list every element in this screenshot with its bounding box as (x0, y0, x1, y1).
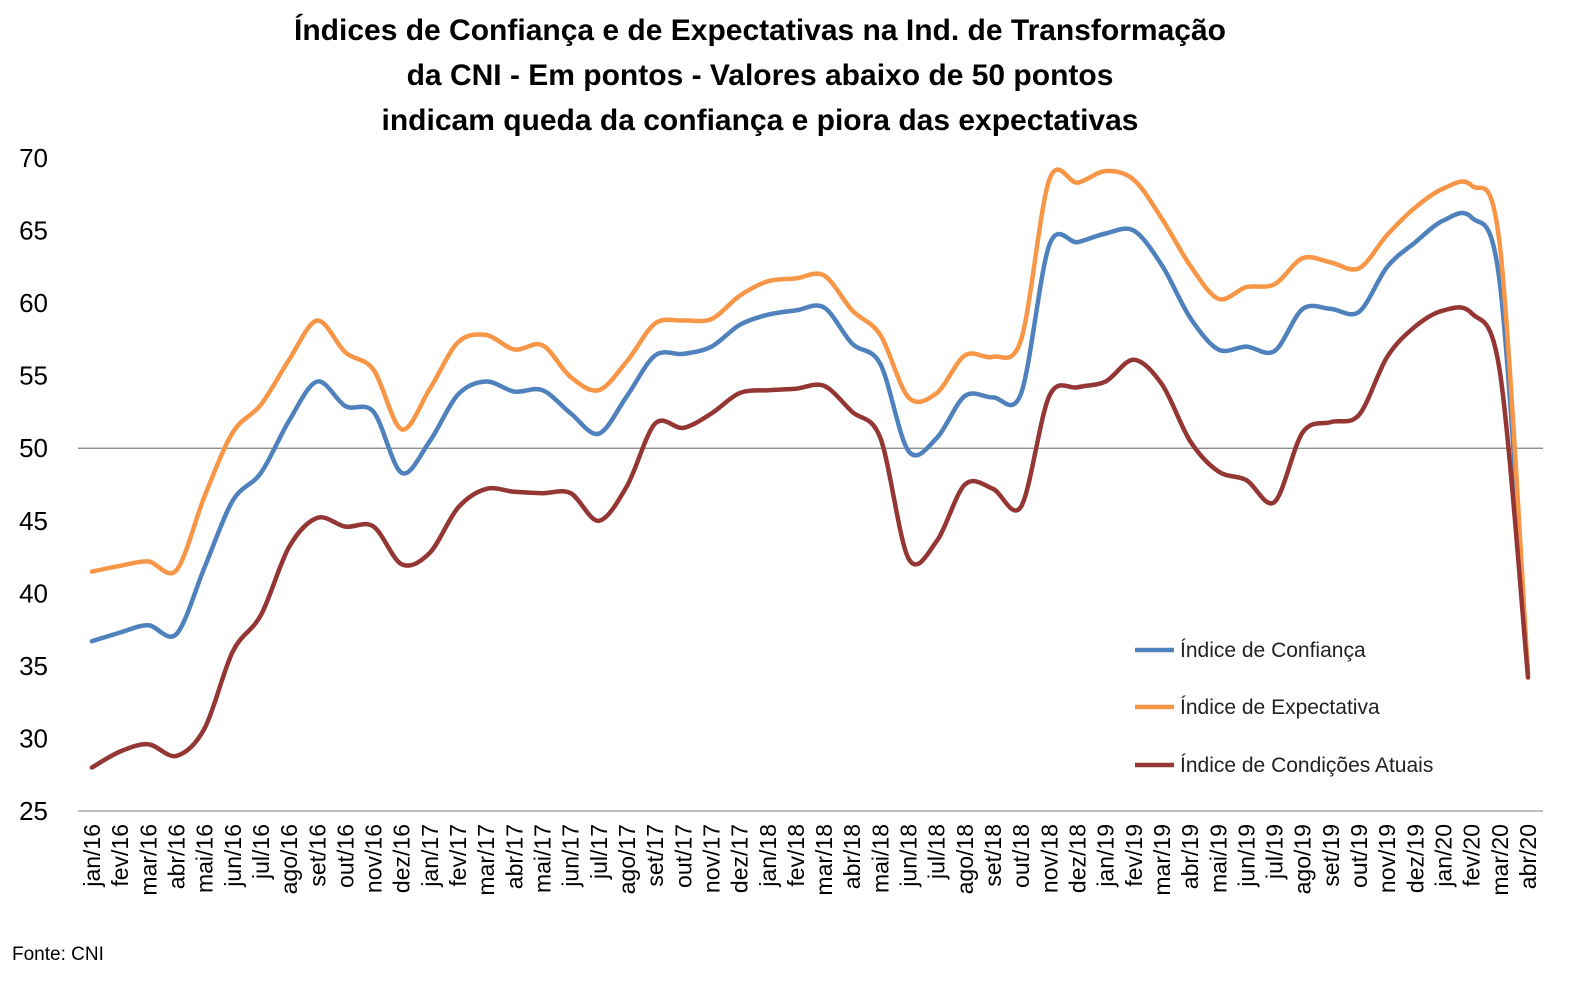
x-tick-label: dez/18 (1064, 824, 1090, 893)
x-tick-label: mar/20 (1487, 824, 1513, 896)
x-tick-label: fev/17 (445, 824, 471, 887)
x-tick-label: jul/19 (1262, 824, 1288, 880)
x-tick-label: jul/18 (924, 824, 950, 880)
x-tick-label: abr/18 (839, 824, 865, 889)
x-tick-label: abr/17 (501, 824, 527, 889)
x-tick-label: mai/18 (867, 824, 893, 893)
x-tick-label: ago/19 (1290, 824, 1316, 894)
series-line (89, 167, 1531, 676)
series-line (89, 210, 1531, 676)
x-tick-label: mar/17 (473, 824, 499, 896)
x-tick-label: dez/17 (727, 824, 753, 893)
y-tick-label: 40 (19, 578, 48, 608)
legend-label: Índice de Condições Atuais (1180, 754, 1433, 777)
x-tick-label: fev/20 (1459, 824, 1485, 887)
series-1 (89, 210, 1531, 676)
x-tick-label: fev/18 (783, 824, 809, 887)
series-lines (89, 167, 1531, 770)
x-tick-label: jan/20 (1431, 824, 1457, 888)
chart-title-line-1: Índices de Confiança e de Expectativas n… (294, 13, 1226, 47)
y-axis: 70 65 60 55 50 45 40 35 30 25 (19, 143, 48, 826)
x-tick-label: dez/16 (389, 824, 415, 893)
x-tick-label: mai/16 (192, 824, 218, 893)
x-tick-label: jan/19 (1093, 824, 1119, 888)
x-axis: jan/16 fev/16 mar/16 abr/16 mai/16 jun/16 jul/… (79, 824, 1541, 896)
y-tick-label: 70 (19, 143, 48, 173)
legend-item: Índice de Condições Atuais (1135, 754, 1433, 777)
source-note: Fonte: CNI (12, 944, 104, 965)
x-tick-label: fev/19 (1121, 824, 1147, 887)
x-tick-label: abr/16 (163, 824, 189, 889)
x-tick-label: jun/17 (558, 824, 584, 888)
y-tick-label: 65 (19, 216, 48, 246)
x-tick-label: jun/18 (896, 824, 922, 888)
legend-item: Índice de Expectativa (1135, 696, 1380, 719)
legend-item: Índice de Confiança (1135, 639, 1366, 662)
x-tick-label: mar/19 (1149, 824, 1175, 896)
x-tick-label: out/16 (332, 824, 358, 888)
y-tick-label: 35 (19, 651, 48, 681)
series-3 (89, 305, 1531, 770)
x-tick-label: mar/16 (135, 824, 161, 896)
y-tick-label: 30 (19, 723, 48, 753)
x-tick-label: nov/18 (1036, 824, 1062, 893)
x-tick-label: nov/17 (698, 824, 724, 893)
x-tick-label: jul/16 (248, 824, 274, 880)
y-tick-label: 45 (19, 506, 48, 536)
x-tick-label: nov/19 (1374, 824, 1400, 893)
y-tick-label: 25 (19, 796, 48, 826)
chart-title-line-2: da CNI - Em pontos - Valores abaixo de 5… (407, 59, 1114, 92)
x-tick-label: nov/16 (361, 824, 387, 893)
x-tick-label: abr/19 (1177, 824, 1203, 889)
y-tick-label: 60 (19, 288, 48, 318)
x-tick-label: jan/16 (79, 824, 105, 888)
x-tick-label: set/16 (304, 824, 330, 887)
y-tick-label: 55 (19, 361, 48, 391)
x-tick-label: set/17 (642, 824, 668, 887)
x-tick-label: ago/17 (614, 824, 640, 894)
x-tick-label: out/17 (670, 824, 696, 888)
series-2 (89, 167, 1531, 676)
x-tick-label: jan/18 (755, 824, 781, 888)
x-tick-label: jun/19 (1233, 824, 1259, 888)
x-tick-label: out/18 (1008, 824, 1034, 888)
legend-label: Índice de Expectativa (1180, 696, 1380, 719)
x-tick-label: mai/19 (1205, 824, 1231, 893)
series-line (89, 305, 1531, 770)
x-tick-label: mai/17 (530, 824, 556, 893)
x-tick-label: jun/16 (220, 824, 246, 888)
y-tick-label: 50 (19, 433, 48, 463)
chart-title: Índices de Confiança e de Expectativas n… (294, 13, 1226, 137)
x-tick-label: fev/16 (107, 824, 133, 887)
legend-label: Índice de Confiança (1180, 639, 1366, 662)
chart-title-line-3: indicam queda da confiança e piora das e… (382, 104, 1139, 137)
x-tick-label: set/18 (980, 824, 1006, 887)
x-tick-label: jul/17 (586, 824, 612, 880)
x-tick-label: mar/18 (811, 824, 837, 896)
x-tick-label: out/19 (1346, 824, 1372, 888)
x-tick-label: ago/18 (952, 824, 978, 894)
x-tick-label: dez/19 (1402, 824, 1428, 893)
x-tick-label: abr/20 (1515, 824, 1541, 889)
x-tick-label: ago/16 (276, 824, 302, 894)
legend: Índice de Confiança Índice de Expectativa… (1135, 639, 1433, 777)
x-tick-label: jan/17 (417, 824, 443, 888)
x-tick-label: set/19 (1318, 824, 1344, 887)
